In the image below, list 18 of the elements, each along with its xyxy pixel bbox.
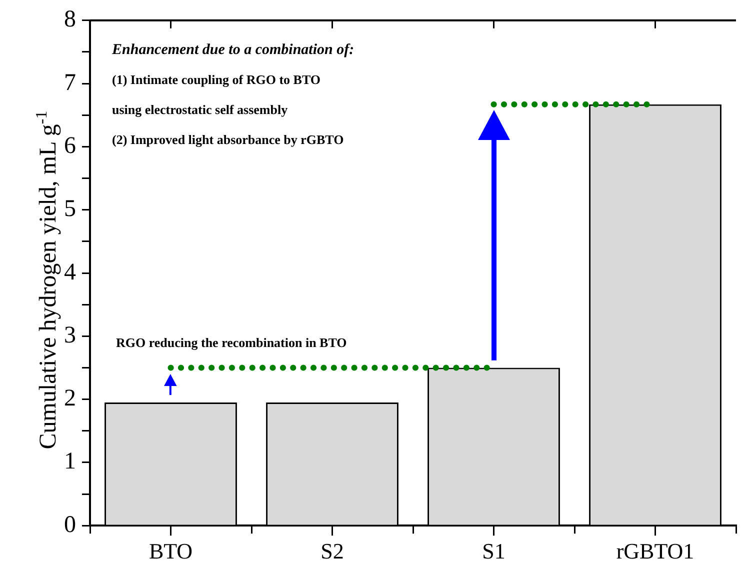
y-tick-label: 7 — [64, 70, 76, 96]
y-tick-label: 0 — [64, 512, 76, 538]
annotation: (1) Intimate coupling of RGO to BTO — [112, 72, 320, 88]
annotation: using electrostatic self assembly — [112, 102, 288, 118]
annotation: Enhancement due to a combination of: — [112, 42, 354, 60]
annotation: (2) Improved light absorbance by rGBTO — [112, 132, 344, 148]
x-tick-label: S2 — [320, 538, 344, 564]
y-tick-label: 8 — [64, 6, 76, 33]
x-tick-label: rGBTO1 — [616, 538, 694, 564]
y-tick-label: 5 — [64, 196, 76, 222]
y-tick-label: 6 — [64, 132, 76, 159]
x-tick-label: BTO — [148, 538, 193, 564]
y-tick-label: 4 — [64, 259, 76, 286]
annotation: RGO reducing the recombination in BTO — [116, 335, 347, 352]
y-tick-label: 1 — [64, 448, 76, 475]
y-tick-label: 3 — [64, 322, 76, 348]
y-tick-label: 2 — [64, 386, 76, 412]
x-tick-label: S1 — [482, 538, 506, 564]
